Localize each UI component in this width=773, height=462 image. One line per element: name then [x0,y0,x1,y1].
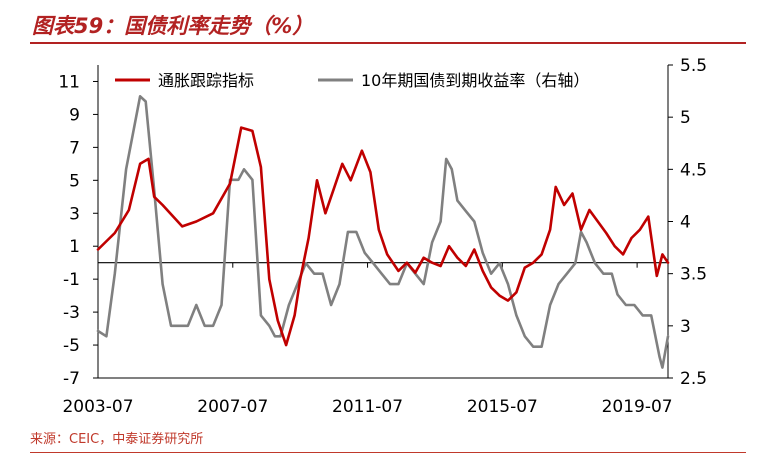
x-tick-label: 2003-07 [62,397,133,417]
left-tick-label: 11 [58,72,80,92]
x-tick-label: 2011-07 [332,397,403,417]
right-tick-label: 5.5 [680,56,707,76]
chart-title: 图表59：国债利率走势（%） [32,14,314,38]
right-tick-label: 5 [680,108,691,128]
left-tick-label: -7 [63,369,80,389]
right-tick-label: 3 [680,317,691,337]
left-tick-label: -3 [63,303,80,323]
title-bar: 图表59：国债利率走势（%） [0,0,773,44]
x-tick-label: 2015-07 [467,397,538,417]
axes: 11 9 7 5 3 1 -1 -3 -5 -7 5.5 5 4.5 4 3.5 3 2.5 2003-07 200… [58,56,707,417]
left-tick-label: -5 [63,336,80,356]
series-line-inflation-tracker [96,126,670,347]
legend-item-inflation-tracker-label: 通胀跟踪指标 [158,71,254,90]
left-tick-label: -1 [63,270,80,290]
source-note: 来源：CEIC，中泰证券研究所 [30,432,204,447]
legend-item-yield-10y-label: 10年期国债到期收益率（右轴） [361,71,589,90]
title-rule [30,42,746,44]
right-tick-label: 2.5 [680,369,707,389]
series-layer [96,95,670,369]
left-tick-label: 5 [69,171,80,191]
legend: 通胀跟踪指标 10年期国债到期收益率（右轴） [115,71,589,90]
left-tick-label: 9 [69,105,80,125]
right-tick-label: 4.5 [680,160,707,180]
x-tick-label: 2019-07 [602,397,673,417]
series-line-yield-10y [96,95,670,369]
right-tick-label: 3.5 [680,265,707,285]
left-tick-label: 3 [69,204,80,224]
x-tick-label: 2007-07 [197,397,268,417]
footer-rule [30,452,746,453]
left-tick-label: 7 [69,138,80,158]
right-tick-label: 4 [680,213,691,233]
left-tick-label: 1 [69,237,80,257]
